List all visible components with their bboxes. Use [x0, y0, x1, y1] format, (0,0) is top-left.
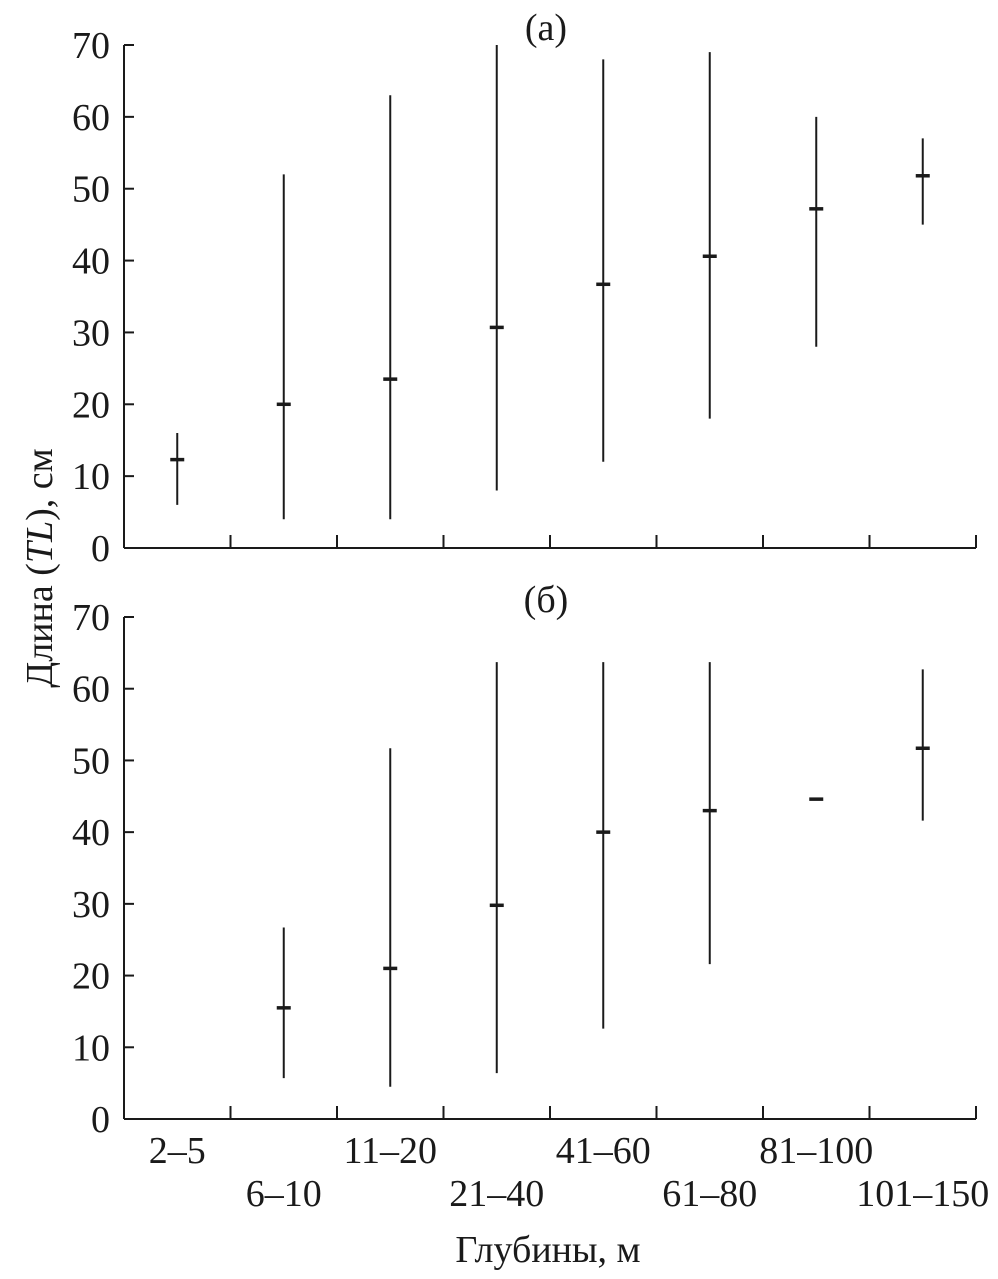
x-category-label: 11–20 — [343, 1130, 437, 1172]
y-tick-label: 50 — [72, 169, 110, 211]
y-tick-label: 10 — [72, 456, 110, 498]
y-tick-label: 10 — [72, 1027, 110, 1069]
panel-label: (а) — [525, 7, 567, 49]
y-tick-label: 50 — [72, 740, 110, 782]
y-tick-label: 60 — [72, 669, 110, 711]
y-tick-label: 40 — [72, 241, 110, 283]
x-category-label: 6–10 — [246, 1173, 322, 1215]
x-category-label: 21–40 — [449, 1173, 544, 1215]
x-category-label: 101–150 — [856, 1173, 989, 1215]
x-category-label: 81–100 — [759, 1130, 873, 1172]
panel-b: 0 10 20 30 40 50 60 70 (б) — [72, 579, 977, 1141]
panel-label: (б) — [524, 579, 569, 621]
y-tick-label: 70 — [72, 597, 110, 639]
x-axis-title: Глубины, м — [455, 1229, 640, 1271]
x-category-label: 61–80 — [662, 1173, 757, 1215]
y-tick-label: 0 — [91, 1099, 110, 1141]
y-tick-label: 60 — [72, 97, 110, 139]
y-axis-title: Длина (TL), см — [19, 448, 61, 687]
y-tick-label: 20 — [72, 956, 110, 998]
y-tick-label: 30 — [72, 312, 110, 354]
y-tick-label: 0 — [91, 528, 110, 570]
y-tick-label: 40 — [72, 812, 110, 854]
x-category-label: 41–60 — [556, 1130, 651, 1172]
y-tick-label: 70 — [72, 25, 110, 67]
y-tick-label: 20 — [72, 384, 110, 426]
panel-a: 0 10 20 30 40 50 60 70 (а) — [72, 7, 977, 570]
y-tick-label: 30 — [72, 884, 110, 926]
x-category-label: 2–5 — [149, 1130, 206, 1172]
